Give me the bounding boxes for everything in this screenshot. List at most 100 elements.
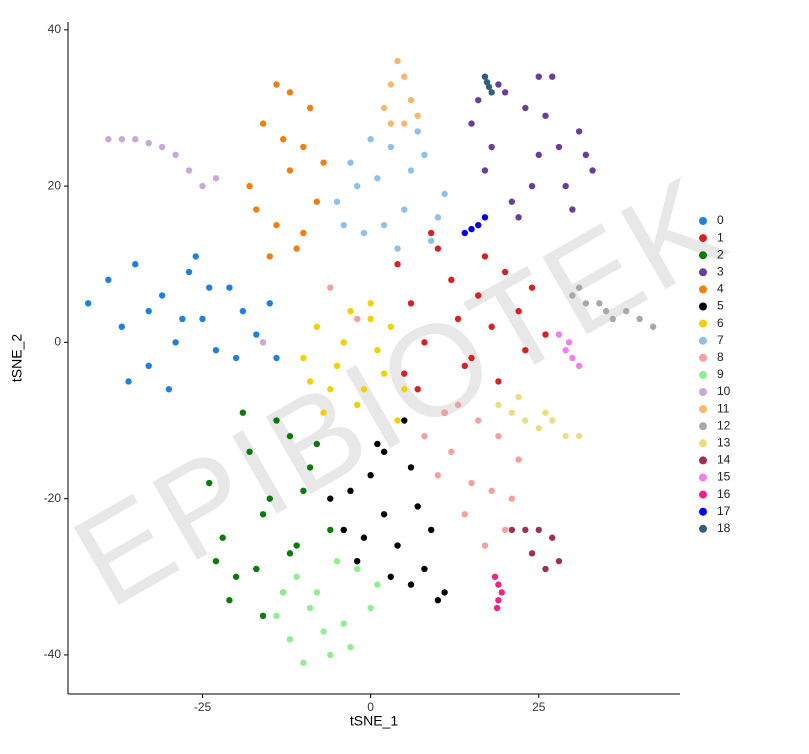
point	[488, 143, 495, 151]
legend-label: 7	[717, 333, 724, 347]
point	[461, 229, 468, 237]
point	[454, 315, 462, 323]
legend-swatch	[699, 268, 707, 277]
point	[575, 362, 583, 370]
cluster	[569, 284, 657, 330]
point	[320, 628, 327, 635]
point	[387, 120, 395, 127]
point	[253, 331, 260, 338]
point	[333, 557, 341, 565]
point	[353, 565, 361, 573]
point	[508, 526, 516, 534]
point	[542, 409, 549, 416]
point	[394, 417, 401, 424]
cluster	[495, 393, 583, 440]
point	[360, 386, 368, 393]
legend-label: 2	[717, 247, 724, 261]
point	[105, 136, 112, 143]
point	[300, 143, 307, 151]
cluster	[327, 284, 522, 549]
point	[353, 315, 361, 323]
legend-label: 10	[717, 384, 731, 398]
point	[522, 346, 529, 354]
point	[219, 534, 226, 541]
point	[313, 323, 321, 330]
point	[454, 401, 462, 409]
point	[172, 339, 179, 346]
x-tick-label: 0	[367, 700, 374, 714]
point	[300, 354, 307, 362]
cluster	[273, 557, 381, 666]
legend-swatch	[699, 336, 707, 345]
point	[165, 386, 173, 393]
point	[118, 136, 126, 143]
legend-swatch	[699, 473, 707, 482]
x-tick-label: -25	[194, 700, 212, 714]
point	[273, 81, 280, 88]
point	[421, 339, 428, 346]
point	[118, 323, 126, 330]
point	[367, 136, 374, 143]
point	[495, 432, 502, 440]
point	[347, 487, 354, 495]
point	[306, 104, 314, 112]
point	[515, 307, 522, 315]
point	[125, 378, 132, 385]
point	[555, 331, 563, 338]
point	[246, 182, 253, 190]
point	[327, 284, 334, 291]
point	[481, 214, 489, 221]
point	[414, 503, 421, 510]
point	[508, 495, 516, 502]
point	[286, 432, 294, 440]
point	[407, 167, 415, 174]
y-tick-label: 40	[48, 22, 62, 36]
point	[475, 417, 482, 424]
legend-label: 13	[717, 435, 731, 449]
point	[246, 448, 253, 455]
point	[434, 245, 442, 252]
legend-label: 17	[717, 504, 731, 518]
legend-label: 12	[717, 418, 731, 432]
point	[508, 198, 516, 205]
point	[407, 96, 415, 104]
point	[327, 651, 334, 659]
legend-label: 4	[717, 282, 724, 296]
cluster	[333, 128, 448, 252]
point	[286, 550, 294, 557]
point	[569, 206, 576, 213]
point	[347, 307, 354, 315]
point	[569, 292, 576, 299]
legend-swatch	[699, 319, 707, 328]
point	[212, 557, 220, 565]
point	[239, 307, 247, 315]
point	[394, 542, 401, 549]
point	[367, 604, 374, 612]
point	[589, 167, 596, 174]
point	[259, 120, 267, 127]
point	[333, 362, 341, 370]
point	[515, 456, 522, 463]
point	[434, 597, 442, 604]
cluster	[206, 409, 334, 620]
point	[542, 331, 549, 338]
point	[253, 565, 260, 573]
cluster	[508, 526, 563, 573]
legend-label: 11	[717, 401, 730, 415]
point	[575, 432, 583, 440]
legend-swatch	[699, 217, 707, 225]
point	[132, 136, 139, 143]
legend-swatch	[699, 285, 707, 294]
point	[485, 83, 493, 91]
point	[253, 206, 260, 213]
point	[488, 89, 495, 96]
point	[575, 128, 583, 135]
point	[622, 307, 630, 315]
point	[562, 346, 569, 354]
point	[206, 284, 213, 291]
point	[562, 432, 569, 440]
point	[495, 597, 502, 604]
point	[313, 198, 321, 205]
point	[582, 300, 590, 307]
